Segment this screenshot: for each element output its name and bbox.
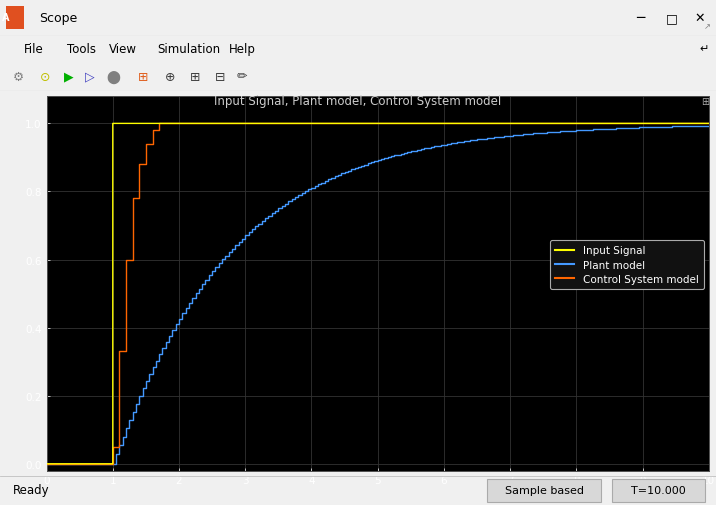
Text: View: View (109, 43, 137, 56)
Text: ✏: ✏ (236, 71, 247, 83)
Text: Ready: Ready (13, 483, 49, 496)
Text: Scope: Scope (39, 12, 77, 25)
Text: ─: ─ (636, 12, 644, 25)
FancyBboxPatch shape (487, 479, 601, 502)
Text: File: File (24, 43, 44, 56)
Text: Tools: Tools (67, 43, 96, 56)
Text: ⊙: ⊙ (39, 71, 50, 83)
Text: ↵: ↵ (700, 44, 709, 55)
Text: □: □ (666, 12, 677, 25)
FancyBboxPatch shape (6, 8, 24, 29)
Text: ⊟: ⊟ (215, 71, 226, 83)
Text: ⚙: ⚙ (13, 71, 24, 83)
Text: Simulation: Simulation (158, 43, 221, 56)
Text: ⊞: ⊞ (701, 97, 709, 107)
Text: A: A (2, 14, 9, 23)
Text: ▶: ▶ (64, 71, 74, 83)
Text: ⬤: ⬤ (106, 70, 120, 83)
FancyBboxPatch shape (612, 479, 705, 502)
Text: ⊕: ⊕ (165, 71, 175, 83)
Text: ▷: ▷ (84, 71, 94, 83)
Text: ↗: ↗ (704, 22, 711, 31)
Text: ⊞: ⊞ (190, 71, 200, 83)
Text: Input Signal, Plant model, Control System model: Input Signal, Plant model, Control Syste… (214, 94, 502, 108)
Text: Sample based: Sample based (505, 485, 584, 495)
Legend: Input Signal, Plant model, Control System model: Input Signal, Plant model, Control Syste… (551, 241, 704, 289)
Text: Help: Help (229, 43, 256, 56)
Text: ⊞: ⊞ (137, 71, 148, 83)
Text: ✕: ✕ (695, 12, 705, 25)
Text: T=10.000: T=10.000 (632, 485, 686, 495)
